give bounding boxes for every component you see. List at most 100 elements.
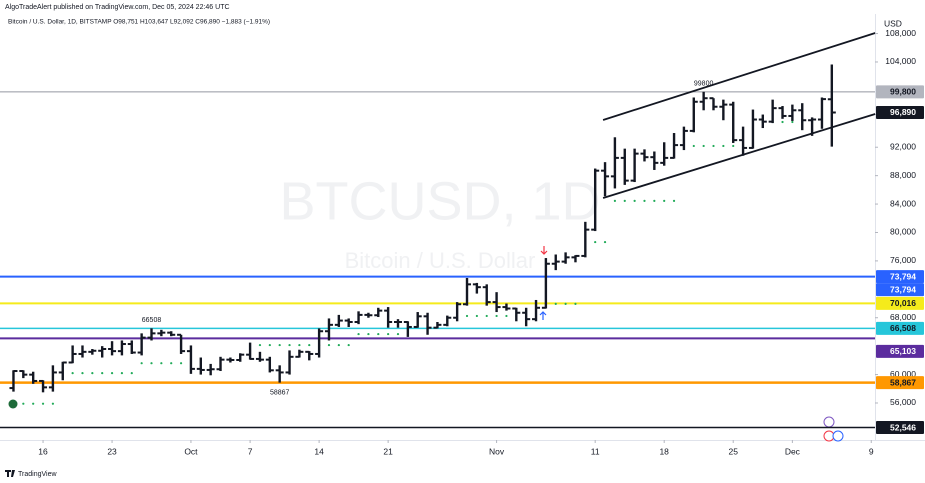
- trend-dot: [495, 314, 498, 318]
- legend-text: Bitcoin / U.S. Dollar, 1D, BITSTAMP O98,…: [8, 19, 270, 26]
- trend-dot: [258, 343, 262, 347]
- x-tick-label: 9: [869, 446, 874, 456]
- brand-logo: [5, 470, 15, 477]
- trend-dot: [672, 199, 676, 202]
- annotation: 99800: [694, 81, 714, 88]
- ohlc-bar: [108, 341, 117, 356]
- price-label: 70,016: [890, 298, 916, 308]
- y-tick-label: 84,000: [890, 198, 916, 208]
- watermark: BTCUSD, 1D Bitcoin / U.S. Dollar: [279, 171, 600, 273]
- trend-dot: [377, 332, 380, 336]
- ohlc-bar: [117, 340, 126, 356]
- trend-dot: [574, 302, 577, 305]
- ohlc-bar: [512, 307, 521, 322]
- x-tick-label: Nov: [489, 446, 505, 456]
- ohlc-bar: [186, 345, 195, 374]
- trend-dot: [298, 343, 301, 347]
- trend-dot: [465, 314, 469, 318]
- ohlc-bar: [463, 277, 472, 306]
- trend-dot: [170, 362, 173, 365]
- trend-dot: [278, 343, 281, 347]
- ohlc-bar: [295, 349, 304, 358]
- x-tick-label: Oct: [184, 446, 198, 456]
- trend-dot: [732, 144, 735, 148]
- ohlc-bar: [492, 292, 501, 313]
- price-label-box: [876, 344, 924, 358]
- ohlc-bar: [78, 345, 87, 358]
- x-tick-label: 11: [591, 446, 600, 456]
- ohlc-bar: [98, 346, 107, 358]
- trend-dot: [781, 120, 784, 124]
- trend-dot: [308, 343, 311, 347]
- ohlc-bar: [374, 307, 383, 318]
- price-label-box: [876, 421, 924, 435]
- trend-dot: [22, 402, 25, 405]
- y-tick-label: 88,000: [890, 170, 916, 180]
- price-label: 99,800: [890, 87, 916, 97]
- y-tick-label: 60,000: [890, 369, 916, 379]
- ohlc-bar: [610, 137, 619, 189]
- trend-dot: [268, 343, 271, 347]
- trend-dot: [130, 372, 133, 375]
- ohlc-bar: [315, 328, 324, 358]
- trend-dot: [288, 343, 291, 347]
- ohlc-bar: [601, 162, 610, 197]
- trend-dot: [81, 372, 84, 375]
- ohlc-bar: [324, 318, 333, 341]
- ohlc-bar: [758, 114, 767, 129]
- trend-dot: [71, 372, 74, 375]
- event-icon[interactable]: [832, 430, 844, 442]
- trend-dot: [327, 343, 331, 347]
- trend-dot: [633, 199, 636, 202]
- ohlc-bar: [265, 356, 274, 373]
- ohlc-bar: [68, 345, 77, 364]
- y-tick-label: 92,000: [890, 141, 916, 151]
- trend-dot: [564, 302, 567, 305]
- ohlc-bar: [788, 104, 797, 121]
- price-label-box: [876, 321, 924, 335]
- ohlc-bar: [19, 370, 28, 379]
- trend-dot: [396, 332, 400, 336]
- trend-dot: [387, 332, 390, 336]
- ohlc-bar: [581, 221, 590, 258]
- sell-arrow: [540, 246, 548, 255]
- brand: TradingView: [18, 471, 57, 478]
- ohlc-bar: [443, 315, 452, 327]
- ohlc-bar: [660, 142, 669, 166]
- price-label-box: [876, 85, 924, 99]
- ohlc-bar: [177, 333, 186, 354]
- ohlc-bar: [571, 254, 580, 263]
- ohlc-bar: [236, 353, 245, 362]
- price-label: 73,794: [890, 284, 916, 294]
- ohlc-bar: [206, 363, 215, 376]
- annotation: 58867: [270, 389, 290, 396]
- x-tick-label: 7: [248, 446, 253, 456]
- trend-dot: [603, 240, 607, 244]
- ohlc-bar: [808, 117, 817, 136]
- ohlc-bar: [226, 357, 235, 363]
- ohlc-bar: [561, 252, 570, 264]
- channel-line: [602, 113, 876, 199]
- watermark-symbol: BTCUSD, 1D: [279, 171, 600, 231]
- ohlc-bar: [719, 99, 728, 121]
- x-tick-label: Dec: [785, 446, 801, 456]
- ohlc-bar: [157, 329, 166, 337]
- ohlc-bar: [216, 356, 225, 372]
- y-tick-label: 76,000: [890, 255, 916, 265]
- buy-arrow: [539, 311, 547, 320]
- x-tick-label: 16: [38, 446, 48, 456]
- trend-dot: [110, 372, 114, 375]
- price-label-box: [876, 296, 924, 310]
- trend-dot: [623, 199, 626, 202]
- trend-dot: [101, 372, 104, 375]
- event-icon[interactable]: [823, 416, 835, 428]
- ohlc-bar: [778, 106, 787, 119]
- trend-dot: [51, 402, 55, 405]
- ohlc-bar: [768, 99, 777, 124]
- ohlc-bar: [9, 370, 18, 392]
- ohlc-bar: [591, 168, 600, 232]
- x-tick-label: 25: [728, 446, 738, 456]
- ohlc-bar: [630, 148, 639, 183]
- ohlc-bar: [255, 351, 264, 362]
